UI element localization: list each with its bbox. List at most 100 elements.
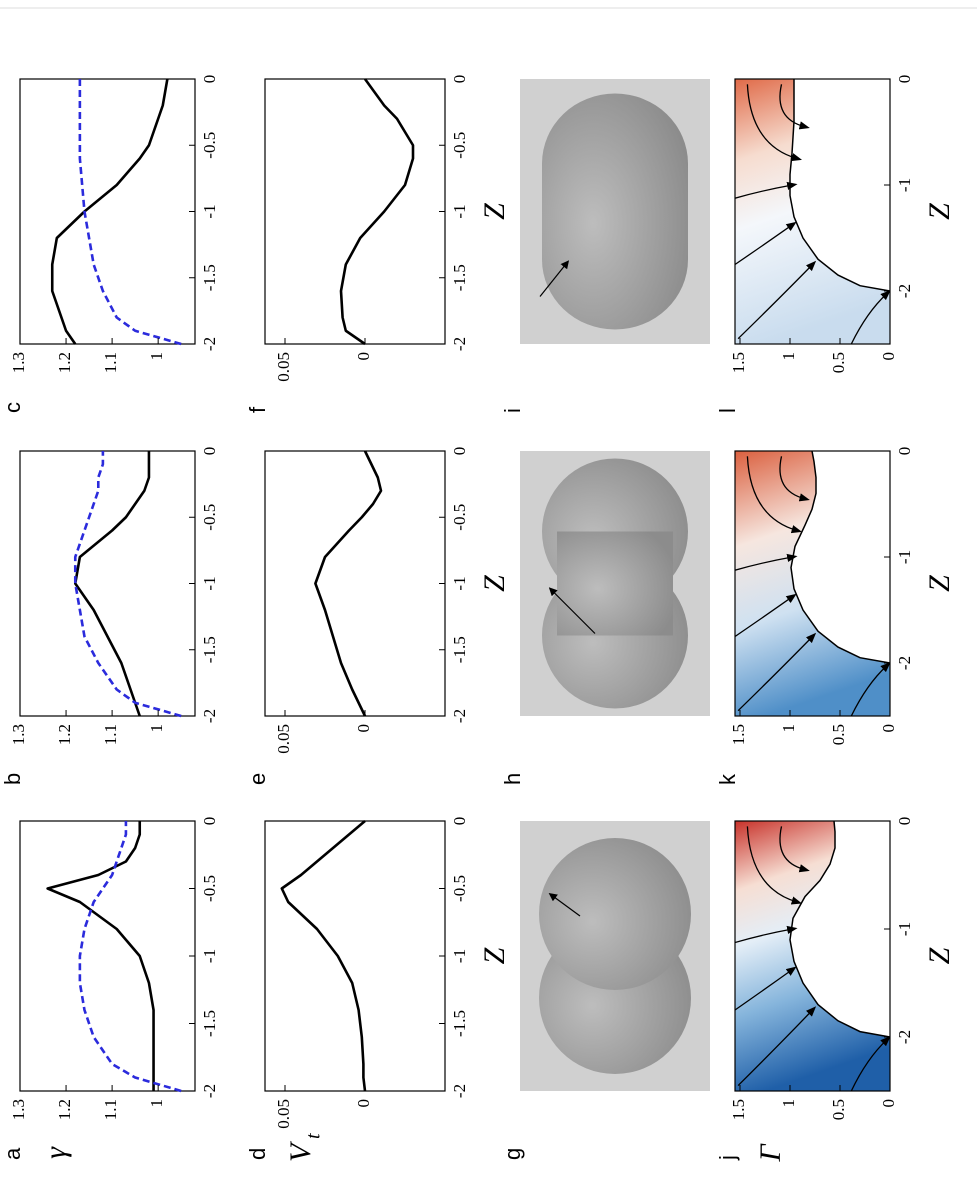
x-tick-label: -1.5 (200, 1010, 219, 1037)
x-axis-label: Z (478, 947, 511, 964)
panel-label: f (245, 406, 270, 413)
droplet (542, 93, 688, 330)
panel-label: i (500, 408, 525, 413)
panel-label: k (715, 773, 740, 785)
y-tick-label: 1.5 (729, 1099, 748, 1120)
y-tick-label: 1.3 (9, 1099, 28, 1120)
x-tick-label: -1.5 (450, 1010, 469, 1037)
field-plot (735, 451, 890, 716)
y-tick-label: 0 (879, 352, 898, 361)
streamline (746, 84, 802, 162)
y-tick-label: 0.05 (274, 1099, 293, 1129)
droplet-interior (791, 451, 890, 663)
motion-arrow (548, 893, 581, 917)
x-tick-label: 0 (450, 447, 469, 456)
plot-frame (734, 820, 891, 1092)
droplet-interior (790, 79, 890, 291)
y-tick-label: 1.1 (101, 352, 120, 373)
y-axis-label: γ (39, 1146, 72, 1159)
y-tick-label: 1.1 (101, 1099, 120, 1120)
streamline (735, 925, 798, 944)
series-line (314, 450, 383, 717)
x-axis-label: Z (478, 203, 511, 220)
x-tick-label: -0.5 (200, 875, 219, 902)
y-tick-label: 1.3 (9, 352, 28, 373)
streamline (735, 181, 798, 199)
y-tick-label: 1.1 (101, 724, 120, 745)
plot-frame (264, 78, 446, 345)
droplet-interior (790, 821, 890, 1037)
panel-label: e (245, 773, 270, 785)
figure-body: 1 1.1 1.2 1.3 -2 -1.5 -1 -0.5 0 a γ 1 1.1 1.2 1.3 -2 -1.… (0, 75, 956, 1163)
streamline (737, 632, 817, 712)
y-tick-label: 1 (779, 1099, 798, 1108)
series-line (78, 821, 182, 1093)
droplet-neck (557, 531, 673, 636)
y-tick-label: 1.2 (55, 352, 74, 373)
motion-arrow (548, 587, 596, 634)
y-axis-label-subscript: t (303, 1133, 325, 1139)
series-line (339, 78, 415, 346)
droplet-body (542, 93, 688, 330)
x-tick-label: -0.5 (450, 132, 469, 159)
plot-frame (734, 450, 891, 717)
x-tick-label: -2 (895, 656, 914, 670)
x-tick-label: -2 (200, 709, 219, 723)
y-tick-label: 1 (779, 724, 798, 733)
streamline (850, 662, 890, 716)
x-tick-label: 0 (200, 447, 219, 456)
x-tick-label: -2 (200, 1084, 219, 1098)
x-tick-label: -1 (200, 204, 219, 218)
streamline (850, 290, 890, 344)
series-line (73, 451, 182, 718)
plot-frame (264, 450, 446, 717)
x-tick-label: -0.5 (200, 132, 219, 159)
interface-line (790, 450, 891, 664)
y-tick-label: 0 (354, 352, 373, 361)
x-tick-label: 0 (895, 75, 914, 84)
streamline (779, 84, 810, 130)
y-tick-label: 0.5 (829, 352, 848, 373)
plot-frame (19, 820, 196, 1092)
panel-label: l (715, 408, 740, 413)
x-tick-label: -2 (450, 1084, 469, 1098)
x-tick-label: -1 (200, 576, 219, 590)
panel-label: j (715, 1155, 740, 1161)
streamline (735, 553, 798, 571)
y-tick-label: 1.2 (55, 1099, 74, 1120)
droplet-lobe (539, 838, 691, 990)
panel-label: h (500, 773, 525, 785)
x-tick-label: -1.5 (450, 264, 469, 291)
panel-label: d (245, 1148, 270, 1160)
plot-frame (264, 820, 446, 1092)
x-tick-label: -2 (895, 1030, 914, 1044)
y-tick-label: 0.5 (829, 724, 848, 745)
panel-label: b (0, 773, 25, 785)
y-tick-label: 1 (147, 724, 166, 733)
x-tick-label: -1.5 (450, 636, 469, 663)
series-line (78, 79, 182, 346)
series-line (50, 78, 169, 345)
x-tick-label: -2 (200, 337, 219, 351)
y-tick-label: 1.5 (729, 352, 748, 373)
motion-arrow (539, 260, 570, 297)
interface-line (789, 79, 891, 292)
plot-frame (19, 450, 196, 717)
panel-label: g (500, 1148, 525, 1160)
x-tick-label: -1 (450, 204, 469, 218)
y-tick-label: 0 (354, 724, 373, 733)
streamline (779, 456, 810, 502)
y-tick-label: 0 (879, 1099, 898, 1108)
x-tick-label: 0 (200, 75, 219, 84)
y-axis-label: V (284, 1140, 317, 1162)
x-tick-label: -1 (450, 949, 469, 963)
x-tick-label: 0 (895, 447, 914, 456)
x-axis-label: Z (478, 575, 511, 592)
x-tick-label: -0.5 (450, 875, 469, 902)
panel-label: c (0, 402, 25, 413)
streamline (746, 456, 802, 534)
x-axis-label: Z (923, 575, 956, 592)
streamline (735, 966, 797, 1011)
